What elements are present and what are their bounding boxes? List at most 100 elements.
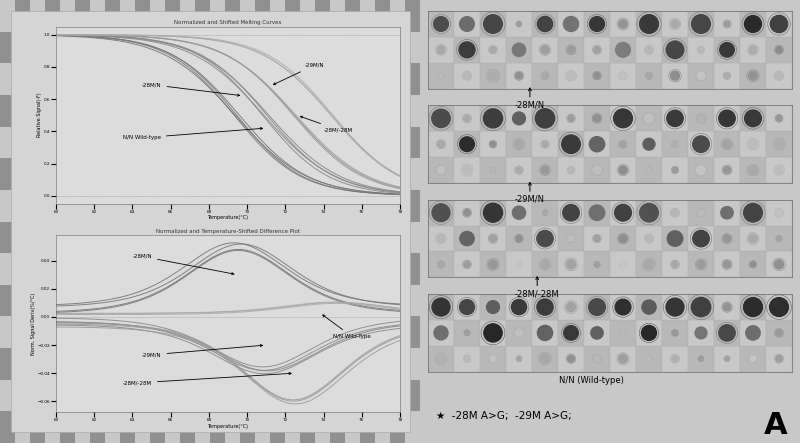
Bar (480, 157, 506, 183)
Circle shape (437, 303, 446, 311)
Bar (610, 346, 636, 372)
Circle shape (640, 15, 658, 33)
Circle shape (567, 329, 575, 337)
Bar (315, 0, 330, 31)
Bar (120, 222, 135, 253)
Bar (558, 346, 584, 372)
Bar (135, 0, 150, 31)
Circle shape (725, 357, 730, 361)
Circle shape (621, 262, 626, 267)
Bar (766, 225, 792, 252)
Circle shape (619, 46, 626, 54)
Bar (688, 157, 714, 183)
Bar (766, 346, 792, 372)
Bar (688, 200, 714, 225)
Bar (558, 294, 584, 320)
Circle shape (672, 115, 678, 121)
Circle shape (462, 166, 471, 175)
Bar (315, 380, 330, 412)
Bar (610, 63, 636, 89)
Circle shape (517, 22, 522, 26)
Circle shape (615, 299, 631, 315)
Bar (345, 316, 360, 348)
Circle shape (698, 236, 704, 241)
Circle shape (432, 109, 450, 128)
Bar (390, 95, 405, 127)
Bar (225, 190, 240, 222)
Bar (285, 380, 300, 412)
Bar (45, 63, 60, 95)
Bar (688, 294, 714, 320)
Text: N/N Wild-Type: N/N Wild-Type (322, 315, 371, 339)
Bar (30, 158, 45, 190)
Bar (0, 412, 15, 443)
Bar (506, 105, 532, 131)
Circle shape (484, 324, 502, 342)
Circle shape (593, 20, 602, 28)
Bar (688, 105, 714, 131)
Circle shape (723, 167, 730, 174)
Bar (584, 105, 610, 131)
Bar (375, 316, 390, 348)
Bar (15, 190, 30, 222)
Circle shape (645, 208, 654, 217)
Bar (105, 0, 120, 31)
Circle shape (542, 166, 549, 174)
Bar (454, 11, 480, 37)
Bar (714, 294, 740, 320)
Circle shape (489, 19, 498, 28)
Circle shape (720, 43, 734, 57)
Bar (740, 225, 766, 252)
Circle shape (459, 299, 474, 315)
Circle shape (594, 304, 600, 310)
Bar (454, 346, 480, 372)
Circle shape (666, 110, 683, 127)
Circle shape (593, 166, 601, 174)
Bar (610, 131, 636, 157)
Text: -29M/N: -29M/N (274, 63, 324, 85)
Bar (270, 158, 285, 190)
Circle shape (438, 74, 443, 78)
Bar (454, 157, 480, 183)
Bar (270, 222, 285, 253)
Bar (300, 95, 315, 127)
Circle shape (516, 47, 522, 53)
Bar (636, 37, 662, 63)
Circle shape (567, 46, 574, 54)
Bar (90, 285, 105, 316)
Bar (90, 222, 105, 253)
Bar (330, 95, 345, 127)
Bar (740, 320, 766, 346)
Bar (390, 285, 405, 316)
Circle shape (542, 20, 549, 27)
Circle shape (568, 167, 574, 173)
Bar (532, 200, 558, 225)
Bar (345, 253, 360, 285)
Circle shape (515, 114, 523, 122)
Bar (480, 11, 506, 37)
Circle shape (775, 166, 782, 174)
Circle shape (566, 208, 575, 217)
Bar (420, 158, 435, 190)
Bar (584, 294, 610, 320)
Bar (480, 37, 506, 63)
Circle shape (749, 209, 757, 217)
Bar (15, 253, 30, 285)
Bar (428, 294, 454, 320)
Bar (506, 200, 532, 225)
Bar (740, 252, 766, 277)
Bar (610, 320, 636, 346)
Circle shape (619, 115, 626, 122)
Bar (180, 95, 195, 127)
Bar (360, 222, 375, 253)
Circle shape (616, 43, 630, 57)
Circle shape (723, 303, 730, 311)
Circle shape (750, 46, 757, 54)
Circle shape (438, 167, 445, 174)
Bar (766, 105, 792, 131)
Circle shape (646, 330, 651, 335)
Bar (610, 225, 636, 252)
Circle shape (693, 136, 710, 152)
Bar (135, 253, 150, 285)
Bar (15, 316, 30, 348)
